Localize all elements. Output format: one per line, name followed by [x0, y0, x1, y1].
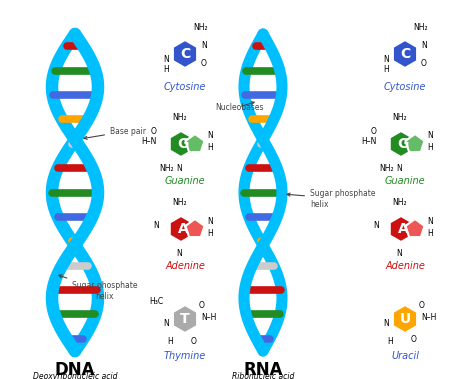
Polygon shape [170, 131, 192, 157]
Text: N: N [153, 221, 159, 230]
Polygon shape [390, 216, 412, 242]
Text: NH₂: NH₂ [413, 23, 428, 32]
Text: N: N [207, 216, 213, 226]
Text: NH₂: NH₂ [392, 198, 407, 207]
Text: A: A [398, 222, 409, 236]
Text: G: G [397, 137, 409, 151]
Text: H–N: H–N [142, 138, 157, 147]
Text: O: O [199, 301, 205, 310]
Text: N: N [396, 164, 402, 173]
Text: N: N [383, 318, 389, 327]
Text: NH₂: NH₂ [380, 164, 394, 173]
Polygon shape [185, 219, 204, 237]
Text: Guanine: Guanine [385, 176, 425, 186]
Text: N: N [207, 132, 213, 141]
Polygon shape [405, 219, 425, 237]
Polygon shape [173, 305, 197, 333]
Polygon shape [393, 305, 417, 333]
Text: N–H: N–H [201, 313, 216, 321]
Text: N: N [176, 164, 182, 173]
Text: C: C [400, 47, 410, 61]
Text: H: H [167, 337, 173, 346]
Polygon shape [393, 40, 417, 68]
Text: RNA: RNA [243, 361, 283, 379]
Text: O: O [421, 60, 427, 69]
Text: NH₂: NH₂ [392, 113, 407, 122]
Text: DNA: DNA [55, 361, 95, 379]
Text: N: N [176, 249, 182, 258]
Polygon shape [170, 216, 192, 242]
Text: H–N: H–N [362, 138, 377, 147]
Text: G: G [177, 137, 189, 151]
Text: C: C [180, 47, 190, 61]
Text: N: N [383, 55, 389, 64]
Text: H₃C: H₃C [149, 296, 163, 305]
Text: N: N [373, 221, 379, 230]
Text: N–H: N–H [421, 313, 437, 321]
Text: Guanine: Guanine [164, 176, 205, 186]
Text: O: O [411, 335, 417, 343]
Polygon shape [173, 40, 197, 68]
Text: N: N [396, 249, 402, 258]
Text: N: N [163, 318, 169, 327]
Text: N: N [201, 41, 207, 50]
Text: Adenine: Adenine [165, 261, 205, 271]
Text: H: H [207, 144, 213, 152]
Polygon shape [405, 134, 425, 152]
Text: N: N [427, 132, 433, 141]
Text: H: H [207, 229, 213, 238]
Text: H: H [163, 64, 169, 74]
Text: Base pair: Base pair [84, 127, 146, 139]
Polygon shape [185, 134, 204, 152]
Text: H: H [383, 64, 389, 74]
Text: Uracil: Uracil [391, 351, 419, 361]
Text: Cytosine: Cytosine [164, 82, 206, 92]
Text: Thymine: Thymine [164, 351, 206, 361]
Text: O: O [151, 127, 157, 136]
Text: Cytosine: Cytosine [384, 82, 426, 92]
Text: Sugar phosphate
helix: Sugar phosphate helix [59, 275, 138, 301]
Text: H: H [427, 144, 433, 152]
Text: NH₂: NH₂ [193, 23, 208, 32]
Text: O: O [371, 127, 377, 136]
Text: H: H [387, 337, 393, 346]
Text: Adenine: Adenine [385, 261, 425, 271]
Text: H: H [427, 229, 433, 238]
Text: N: N [163, 55, 169, 64]
Text: Ribonucleic acid: Ribonucleic acid [232, 372, 294, 379]
Text: U: U [400, 312, 410, 326]
Text: NH₂: NH₂ [160, 164, 174, 173]
Text: O: O [201, 60, 207, 69]
Text: N: N [421, 41, 427, 50]
Text: NH₂: NH₂ [173, 198, 187, 207]
Text: N: N [427, 216, 433, 226]
Text: O: O [191, 337, 197, 346]
Text: NH₂: NH₂ [173, 113, 187, 122]
Text: Deoxyribonucleic acid: Deoxyribonucleic acid [33, 372, 117, 379]
Text: Sugar phosphate
helix: Sugar phosphate helix [287, 189, 375, 209]
Text: A: A [178, 222, 188, 236]
Text: Nucleobases: Nucleobases [215, 102, 264, 111]
Text: T: T [180, 312, 190, 326]
Text: O: O [419, 301, 425, 310]
Polygon shape [390, 131, 412, 157]
